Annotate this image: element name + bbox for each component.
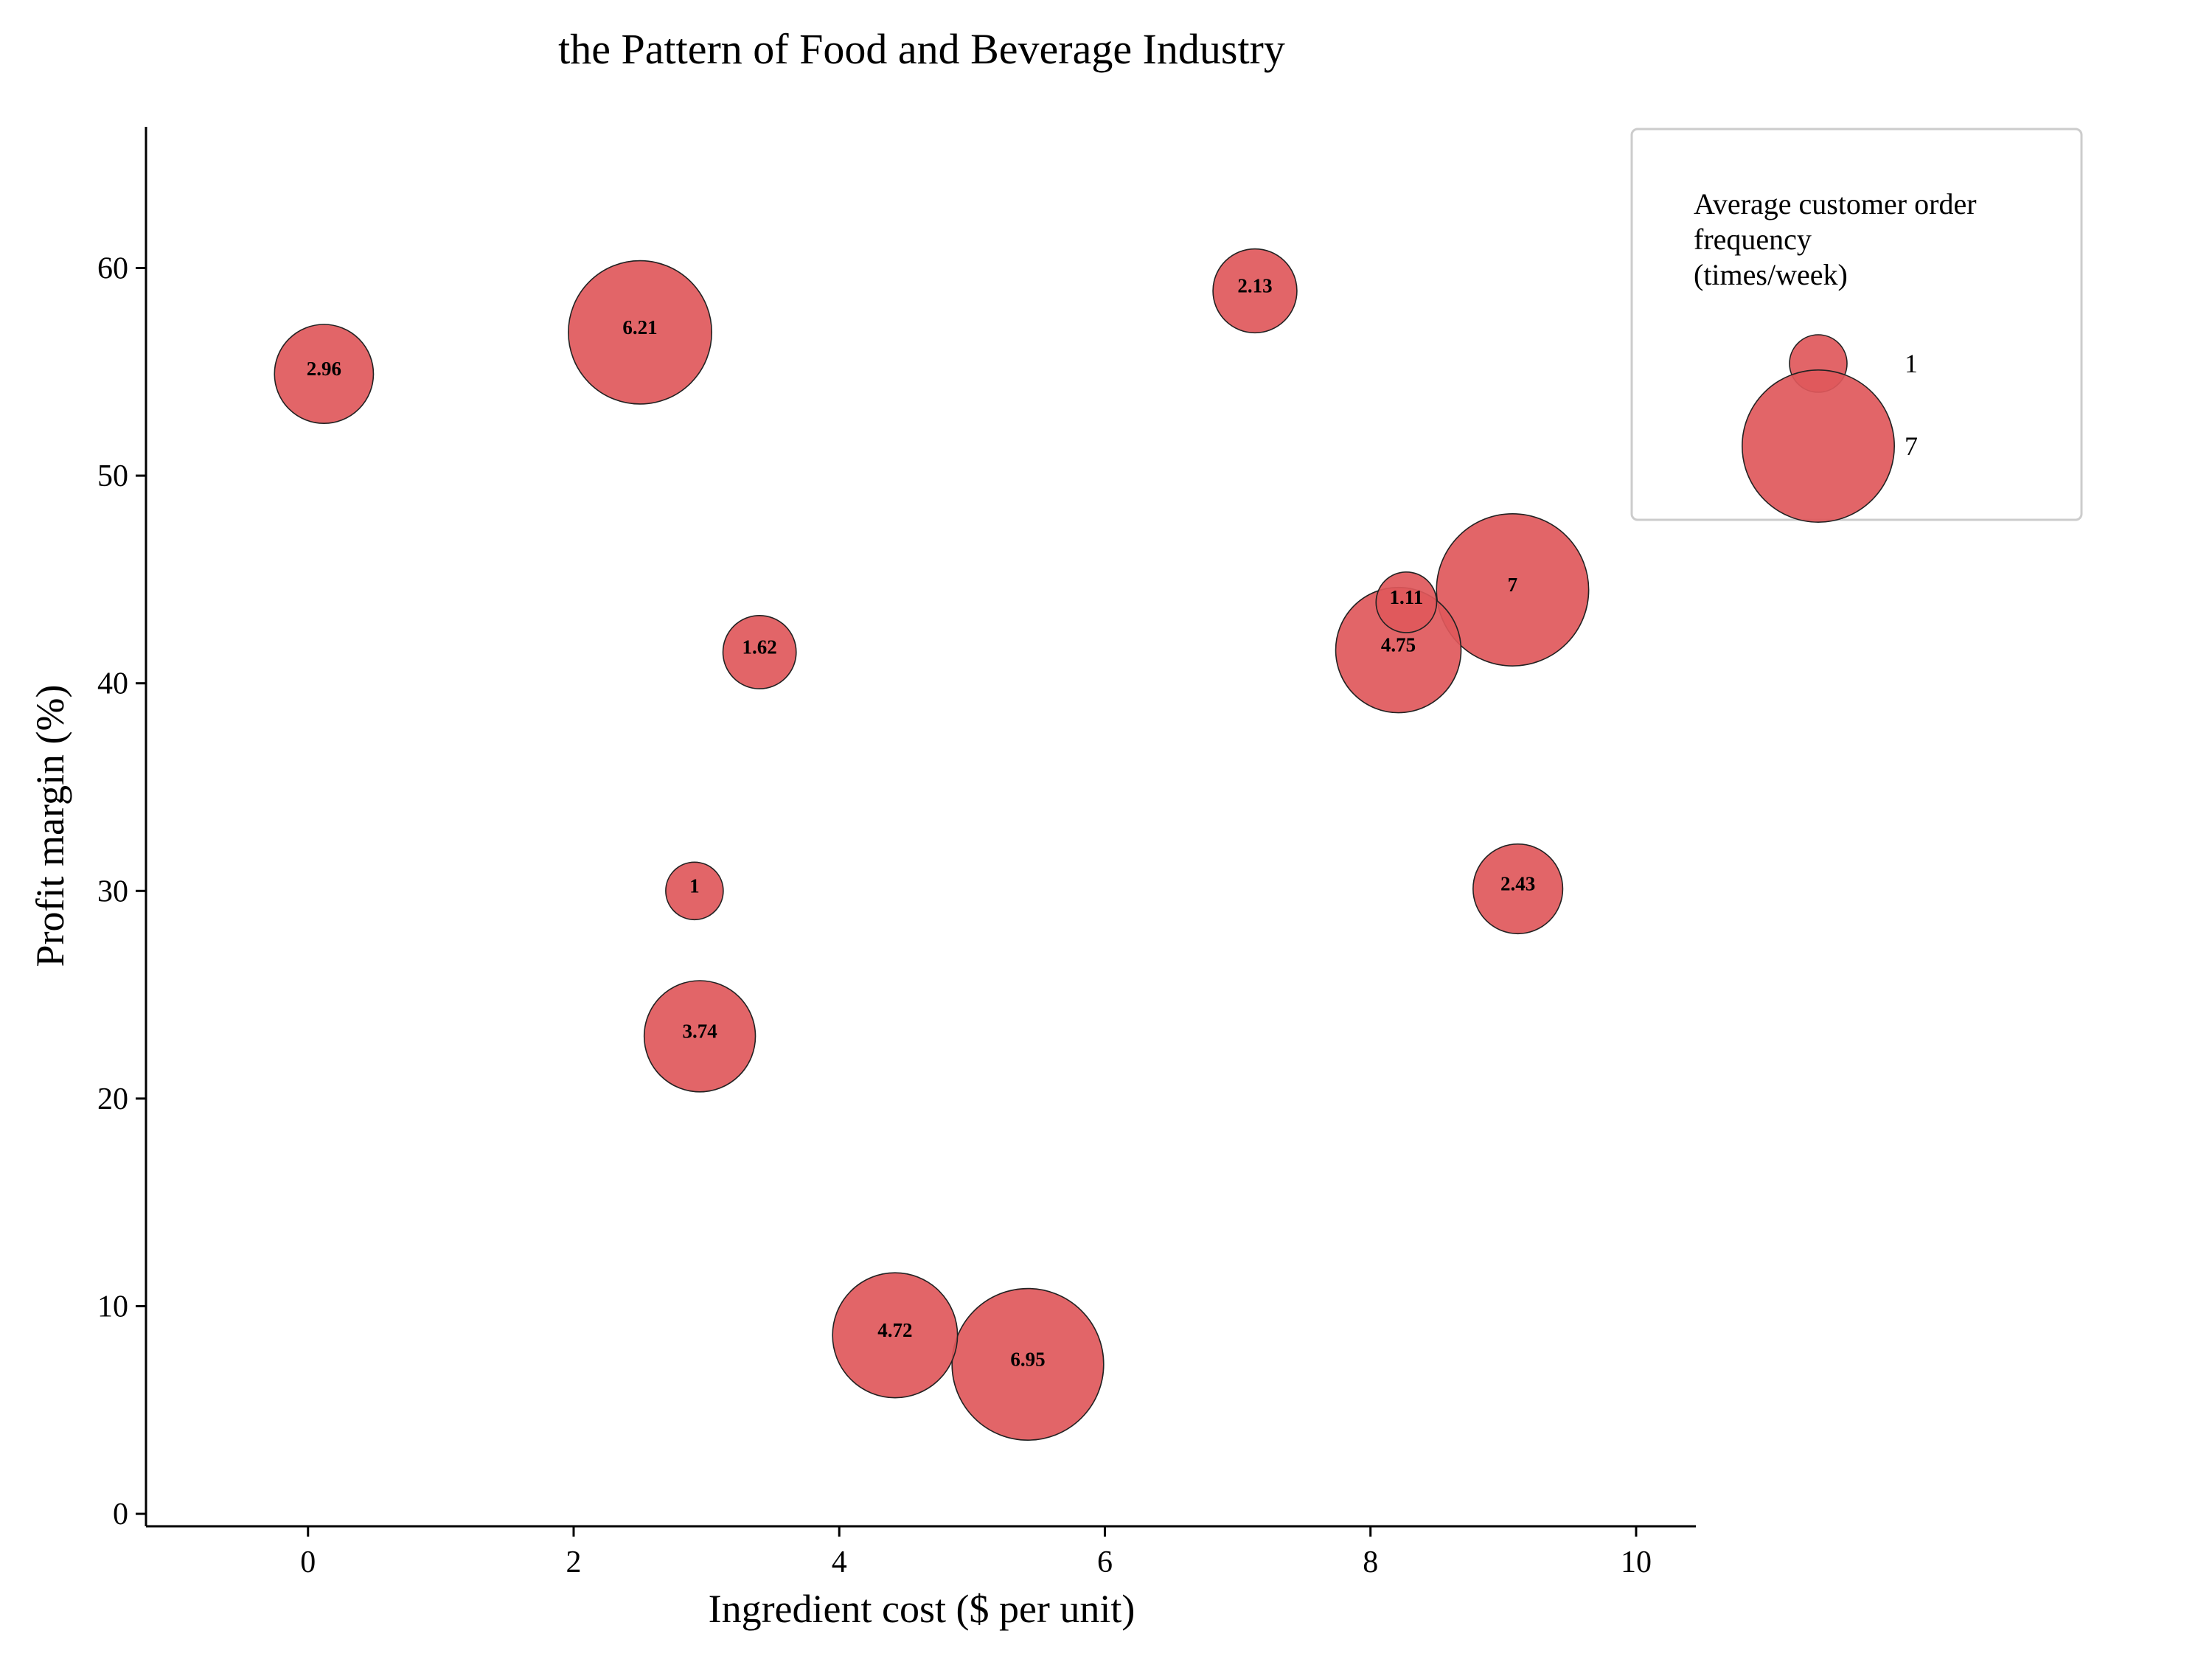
bubble-label: 2.96 (307, 358, 341, 380)
legend-title-line: (times/week) (1694, 258, 1848, 291)
y-tick-label: 30 (97, 874, 128, 908)
axes: 0 2 4 6 8 10 0 10 20 30 40 50 60 (97, 127, 1696, 1579)
bubble-label: 4.75 (1381, 634, 1416, 656)
x-tick-label: 6 (1097, 1545, 1113, 1579)
y-tick-label: 0 (113, 1498, 128, 1531)
bubble-label: 3.74 (682, 1020, 717, 1042)
bubble (643, 980, 757, 1093)
bubble (1472, 843, 1564, 935)
bubble (568, 260, 713, 405)
x-tick-label: 0 (300, 1545, 316, 1579)
x-tick-label: 2 (566, 1545, 581, 1579)
x-tick-label: 10 (1621, 1545, 1652, 1579)
bubble-layer: 2.96 6.21 2.13 1.62 1.11 4.75 7 1 2.43 3.74 4.72 6.… (274, 248, 1590, 1441)
legend-title-line: Average customer order (1694, 187, 1977, 220)
legend-box (1630, 128, 2083, 521)
legend-label: 7 (1905, 431, 1918, 461)
legend-title-line: frequency (1694, 223, 1812, 256)
chart-title: the Pattern of Food and Beverage Industr… (558, 25, 1285, 73)
legend-marker (1742, 369, 1895, 523)
bubble-label: 6.95 (1010, 1348, 1045, 1370)
bubble (274, 324, 375, 425)
x-tick-label: 4 (832, 1545, 847, 1579)
y-tick-label: 20 (97, 1082, 128, 1116)
y-axis-label: Profit margin (%) (28, 685, 72, 967)
bubble (951, 1287, 1105, 1441)
bubble (1436, 512, 1590, 667)
bubble (665, 861, 724, 921)
y-tick-label: 60 (97, 251, 128, 285)
y-tick-label: 50 (97, 459, 128, 493)
x-axis-label: Ingredient cost ($ per unit) (709, 1587, 1135, 1631)
bubble-label: 1 (689, 874, 700, 897)
bubble-label: 6.21 (622, 316, 657, 338)
legend: Average customer orderfrequency(times/we… (1630, 128, 2083, 523)
bubble-label: 2.13 (1237, 274, 1272, 296)
bubble (832, 1272, 959, 1399)
y-tick-label: 40 (97, 667, 128, 701)
bubble-label: 1.11 (1389, 586, 1423, 608)
bubble (1212, 248, 1298, 334)
y-tick-label: 10 (97, 1290, 128, 1324)
legend-label: 1 (1905, 349, 1918, 378)
bubble-label: 7 (1508, 574, 1518, 596)
bubble (722, 615, 797, 689)
bubble-label: 2.43 (1500, 872, 1535, 894)
bubble-label: 1.62 (742, 636, 777, 658)
bubble (1375, 571, 1438, 633)
x-tick-label: 8 (1363, 1545, 1378, 1579)
bubble-label: 4.72 (877, 1319, 912, 1341)
